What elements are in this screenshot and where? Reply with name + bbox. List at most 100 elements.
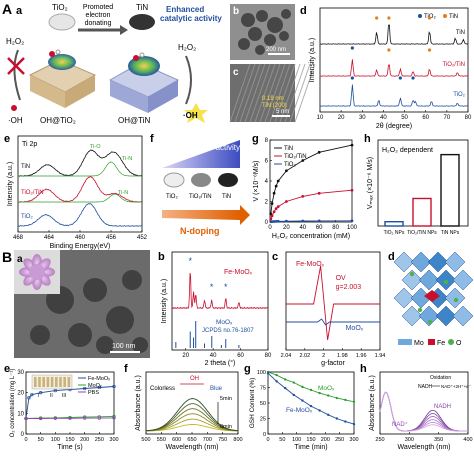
data-point — [292, 381, 295, 384]
oh-label: OH — [190, 376, 199, 382]
y-axis-label: Vₘₐₓ (×10⁻⁶ M/s) — [367, 157, 374, 209]
y-tick-label: 0 — [21, 432, 25, 438]
ndoping-wedge — [162, 210, 240, 220]
y-axis-label: Intensity (a.u.) — [161, 279, 168, 323]
tio2-lattice — [28, 49, 97, 108]
x-tick-label: 400 — [463, 437, 472, 443]
data-point — [270, 214, 274, 218]
fit-component — [18, 193, 142, 203]
mo-octahedron — [418, 305, 440, 327]
data-point — [270, 202, 274, 205]
fe-site — [424, 290, 440, 302]
panel-b-d-structure: d Mo Fe O — [388, 251, 474, 347]
x-tick-label: 1.94 — [375, 353, 386, 359]
x-tick-label: 40 — [380, 115, 387, 121]
spectrum-curve — [146, 424, 238, 432]
panel-label: g — [244, 363, 251, 375]
lattice-fringe — [294, 63, 316, 123]
cross-icon — [7, 57, 25, 75]
series-line-TiO₂/TiN — [270, 189, 353, 220]
mo-octahedron — [401, 305, 423, 327]
x-tick-label: 20 — [182, 353, 189, 359]
series-line-Fe-MoOₓ — [25, 386, 115, 419]
legend-label: TiO₂ — [284, 162, 296, 168]
nad-curve-label: NAD⁺ — [392, 421, 408, 428]
mo-octahedron — [410, 251, 432, 273]
tio2-particle — [48, 13, 76, 31]
chart-b-e-oxygen: e 0 50 100 150 200 250 300 0 10 20 30 Time (s) O₂ co… — [4, 363, 119, 451]
panel-label: e — [4, 363, 10, 375]
x-axis-label: Time (min) — [294, 444, 327, 451]
lattice-fringe — [264, 63, 286, 123]
lattice-spacing: 0.19 nm — [262, 96, 284, 102]
x-tick-label: 10 — [317, 115, 324, 121]
data-point — [350, 219, 354, 223]
x-tick-label: 452 — [137, 235, 148, 241]
x-tick-label: 2 — [322, 353, 325, 359]
series-line-TiN — [320, 24, 469, 45]
vial — [38, 377, 41, 387]
chart-a-h-vmax: h Vₘₐₓ (×10⁻⁶ M/s) H₂O₂ dependent TiO₂ NPs… — [364, 133, 469, 236]
oh-tin-label: OH@TiN — [118, 116, 150, 125]
data-point — [272, 220, 276, 223]
data-point — [276, 205, 280, 209]
data-point — [309, 388, 313, 392]
peak-marker — [387, 48, 391, 52]
lattice-fringe — [229, 63, 251, 123]
mo-octahedron — [444, 251, 466, 273]
oh-tio2-label: OH@TiO₂ — [40, 116, 76, 125]
pod-wedge — [162, 140, 240, 168]
data-point — [309, 404, 313, 408]
chart-title: H₂O₂ dependent — [382, 147, 433, 154]
tin-lattice — [108, 52, 180, 113]
x-tick-label: 30 — [359, 115, 366, 121]
data-point — [301, 159, 305, 162]
lane-label: II — [50, 393, 53, 399]
series-label: Fe-MoOₓ — [224, 269, 253, 276]
data-point — [276, 219, 280, 223]
x-tick-label: 800 — [233, 437, 242, 443]
peak-marker — [350, 46, 354, 50]
data-point — [275, 380, 278, 383]
x-tick-label: 1.96 — [356, 353, 367, 359]
series-line — [171, 272, 269, 310]
oh-label: ·OH — [8, 116, 23, 125]
category-label: TiN NPs — [441, 230, 460, 236]
y-axis-label: Absorbance (a.u.) — [369, 375, 376, 431]
x-tick-label: 60 — [316, 225, 323, 231]
x-tick-label: 50 — [401, 115, 408, 121]
spectrum-curve — [145, 398, 239, 432]
legend-label: TiN — [284, 146, 293, 152]
spectrum-curve — [145, 403, 239, 432]
annotation: Ti-O — [90, 144, 101, 150]
enhanced-text: Enhanced — [166, 5, 204, 14]
data-point — [274, 219, 278, 223]
x-tick-label: 0 — [24, 437, 27, 443]
legend-swatch-o — [448, 339, 454, 345]
x-tick-label: 80 — [332, 225, 339, 231]
legend-swatch-fe — [428, 339, 435, 345]
section-b-letter: B — [2, 249, 12, 265]
series-label: TiN — [456, 30, 465, 36]
data-point — [274, 184, 278, 188]
x-tick-label: 40 — [299, 225, 306, 231]
panel-label: f — [124, 363, 128, 375]
x-tick-label: 80 — [465, 115, 472, 121]
x-tick-label: 0 — [266, 437, 269, 443]
x-axis-label: Binding Energy(eV) — [50, 243, 111, 250]
sample-label: TiN — [222, 194, 231, 200]
lattice-fringe — [249, 63, 271, 123]
chart-a-e-xps: e 468 464 460 456 452 Binding Energy(eV) Inten… — [4, 133, 148, 250]
scale-label: 200 nm — [266, 47, 286, 53]
arrow-head-icon — [240, 205, 250, 225]
arrow-text: electron — [86, 12, 111, 19]
annotation: Ti-N — [122, 156, 132, 162]
bar — [440, 153, 460, 227]
arrow-text: Promoted — [83, 4, 113, 11]
data-point — [284, 378, 287, 381]
series-line-TiN — [17, 149, 143, 177]
ref-label: JCPDS no.76-1807 — [202, 328, 254, 334]
panel-a-f-schematic: f POD activity TiO₂ TiO₂/TiN TiN N-dopin… — [150, 133, 250, 236]
data-point — [301, 399, 304, 402]
